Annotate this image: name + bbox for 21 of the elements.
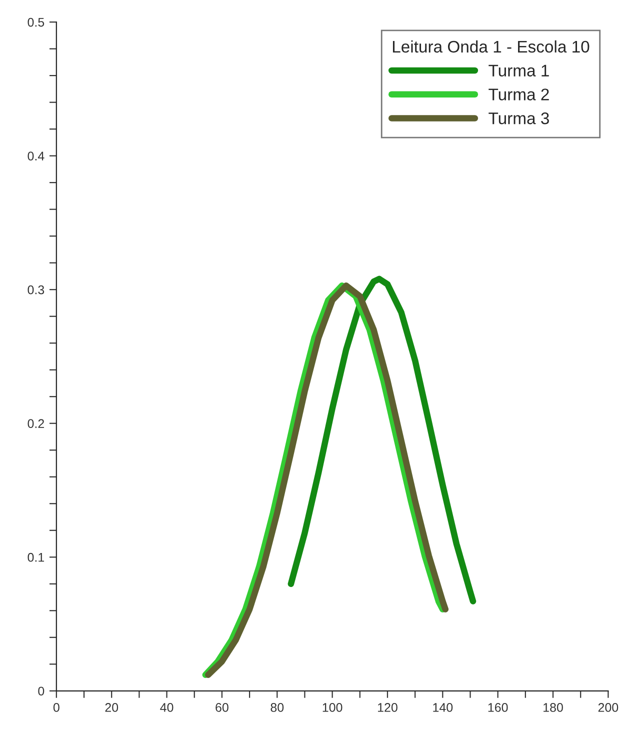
- y-tick-label: 0.1: [28, 552, 44, 562]
- x-tick-label: 80: [270, 703, 284, 712]
- text: Turma 3: [488, 112, 549, 124]
- y-tick-label: 0.3: [28, 285, 44, 294]
- x-tick-label: 140: [433, 703, 453, 712]
- x-tick-label: 200: [598, 703, 618, 712]
- x-tick-label: 40: [160, 703, 174, 712]
- x-tick-label: 60: [216, 703, 228, 712]
- y-tick-label: 0.4: [28, 152, 44, 160]
- x-tick-label: 100: [322, 703, 342, 712]
- y-tick-label: 0: [38, 686, 44, 696]
- x-tick-label: 120: [378, 703, 398, 712]
- y-tick-label: 0.2: [28, 419, 44, 428]
- text: Turma 1: [488, 64, 549, 76]
- legend-title: Leitura Onda 1 - Escola 10: [392, 40, 590, 53]
- x-tick-label: 180: [544, 703, 563, 712]
- x-tick-label: 160: [488, 703, 508, 712]
- x-tick-label: 0: [53, 703, 60, 712]
- text: Turma 2: [488, 88, 549, 100]
- y-tick-label: 0.5: [28, 18, 44, 27]
- x-tick-label: 20: [105, 703, 118, 712]
